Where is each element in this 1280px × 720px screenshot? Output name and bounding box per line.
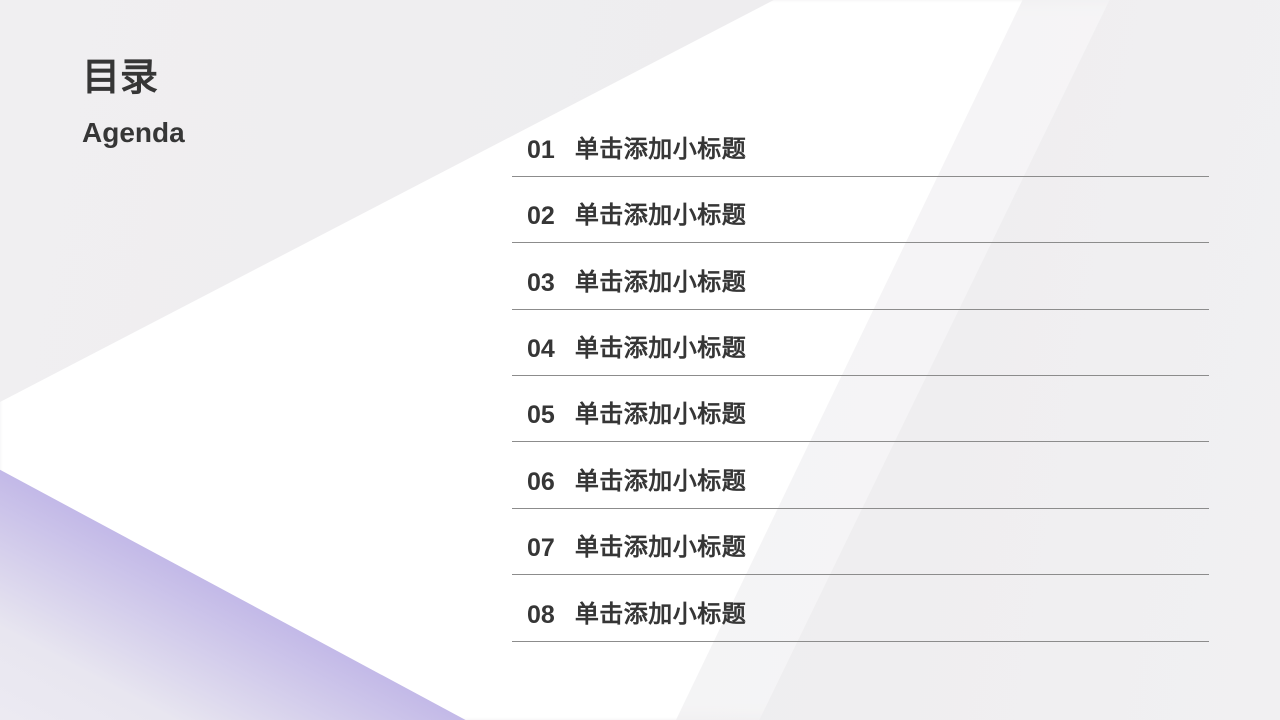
agenda-item[interactable]: 02 单击添加小标题 [512, 177, 1209, 244]
agenda-item-number: 06 [527, 467, 555, 496]
page-subtitle: Agenda [82, 116, 185, 148]
page-title: 目录 [82, 57, 159, 99]
agenda-item-label: 单击添加小标题 [574, 135, 747, 163]
agenda-item[interactable]: 01 单击添加小标题 [512, 111, 1209, 177]
agenda-item-number: 02 [527, 202, 555, 231]
agenda-item[interactable]: 07 单击添加小标题 [512, 509, 1209, 576]
agenda-list: 01 单击添加小标题 02 单击添加小标题 03 单击添加小标题 04 单击添加… [512, 111, 1209, 642]
agenda-item-number: 03 [527, 268, 555, 297]
agenda-item[interactable]: 03 单击添加小标题 [512, 243, 1209, 310]
agenda-item-number: 08 [527, 600, 555, 629]
agenda-item-label: 单击添加小标题 [574, 534, 747, 562]
agenda-item-number: 01 [527, 135, 555, 164]
agenda-item-label: 单击添加小标题 [574, 335, 747, 363]
agenda-item-label: 单击添加小标题 [574, 401, 747, 429]
agenda-item-number: 05 [527, 401, 555, 430]
agenda-item-number: 07 [527, 534, 555, 563]
agenda-item[interactable]: 06 单击添加小标题 [512, 442, 1209, 509]
agenda-item-label: 单击添加小标题 [574, 268, 747, 296]
agenda-item[interactable]: 08 单击添加小标题 [512, 575, 1209, 642]
agenda-item-label: 单击添加小标题 [574, 467, 747, 495]
agenda-item[interactable]: 05 单击添加小标题 [512, 376, 1209, 443]
agenda-item-number: 04 [527, 335, 555, 364]
agenda-item-label: 单击添加小标题 [574, 600, 747, 628]
agenda-item[interactable]: 04 单击添加小标题 [512, 310, 1209, 377]
title-block: 目录 Agenda [82, 57, 185, 149]
agenda-item-label: 单击添加小标题 [574, 202, 747, 230]
